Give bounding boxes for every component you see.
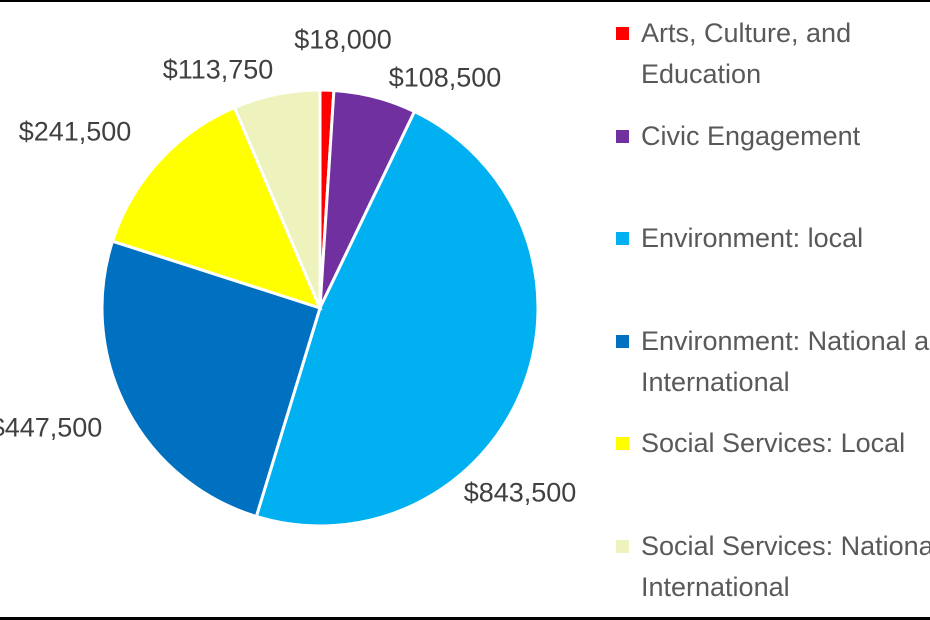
data-label-arts: $18,000	[294, 24, 392, 55]
data-label-environment-national: $447,500	[0, 412, 103, 443]
pie-slice-3	[100, 239, 322, 519]
data-label-social-local: $241,500	[18, 116, 132, 147]
legend-label: Environment: local	[641, 223, 864, 253]
legend-label: Environment: National and	[641, 326, 930, 356]
legend-label: Education	[641, 59, 762, 89]
pie-slice-4	[110, 105, 323, 311]
legend-swatch	[616, 437, 629, 450]
legend-label: Social Services: National and	[641, 531, 930, 561]
frame-border-bottom	[0, 617, 930, 620]
legend-swatch	[616, 232, 629, 245]
pie-slice-2	[254, 109, 540, 528]
legend-label: International	[641, 572, 790, 602]
frame-border-top	[0, 0, 930, 2]
data-label-civic: $108,500	[388, 62, 502, 93]
legend-swatch	[616, 130, 629, 143]
data-label-environment-local: $843,500	[463, 477, 577, 508]
legend: Arts, Culture, and Education Civic Engage…	[612, 0, 930, 615]
legend-swatch	[616, 540, 629, 553]
pie-slice-5	[232, 88, 322, 309]
legend-swatch	[616, 27, 629, 40]
legend-label: Arts, Culture, and	[641, 18, 852, 48]
legend-label: Social Services: Local	[641, 428, 906, 458]
legend-label: International	[641, 367, 790, 397]
legend-swatch	[616, 335, 629, 348]
legend-label: Civic Engagement	[641, 121, 861, 151]
data-label-social-national: $113,750	[162, 54, 274, 85]
